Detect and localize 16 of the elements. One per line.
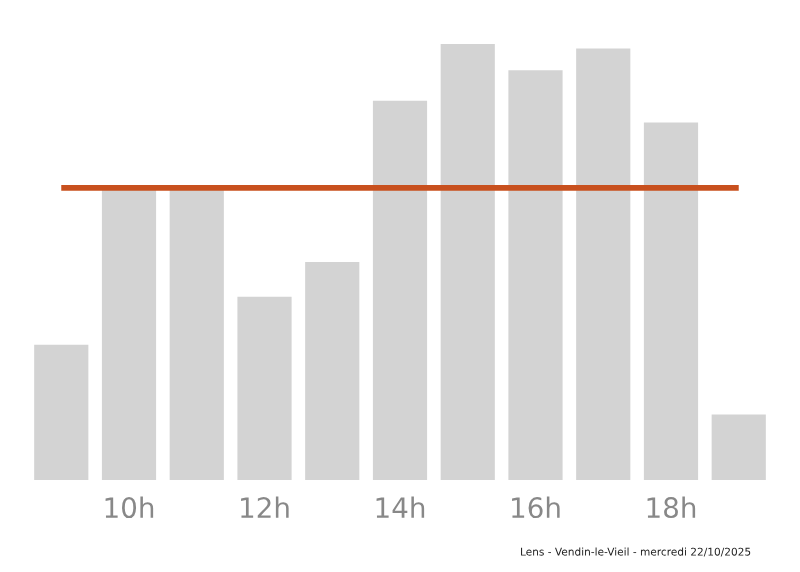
bar	[237, 296, 292, 480]
bar	[508, 70, 563, 480]
bar	[372, 100, 428, 480]
bar	[305, 261, 360, 480]
bar	[576, 48, 631, 480]
bar	[711, 414, 766, 480]
bar	[169, 187, 224, 480]
bar	[34, 344, 89, 480]
bar	[101, 187, 157, 480]
bar	[440, 44, 495, 480]
x-tick-label: 16h	[512, 496, 560, 519]
x-tick-label: 18h	[647, 496, 696, 519]
x-tick-label: 14h	[376, 496, 425, 518]
x-tick-label: 12h	[241, 496, 289, 518]
x-tick-label: 10h	[105, 496, 154, 519]
bar	[643, 122, 699, 480]
